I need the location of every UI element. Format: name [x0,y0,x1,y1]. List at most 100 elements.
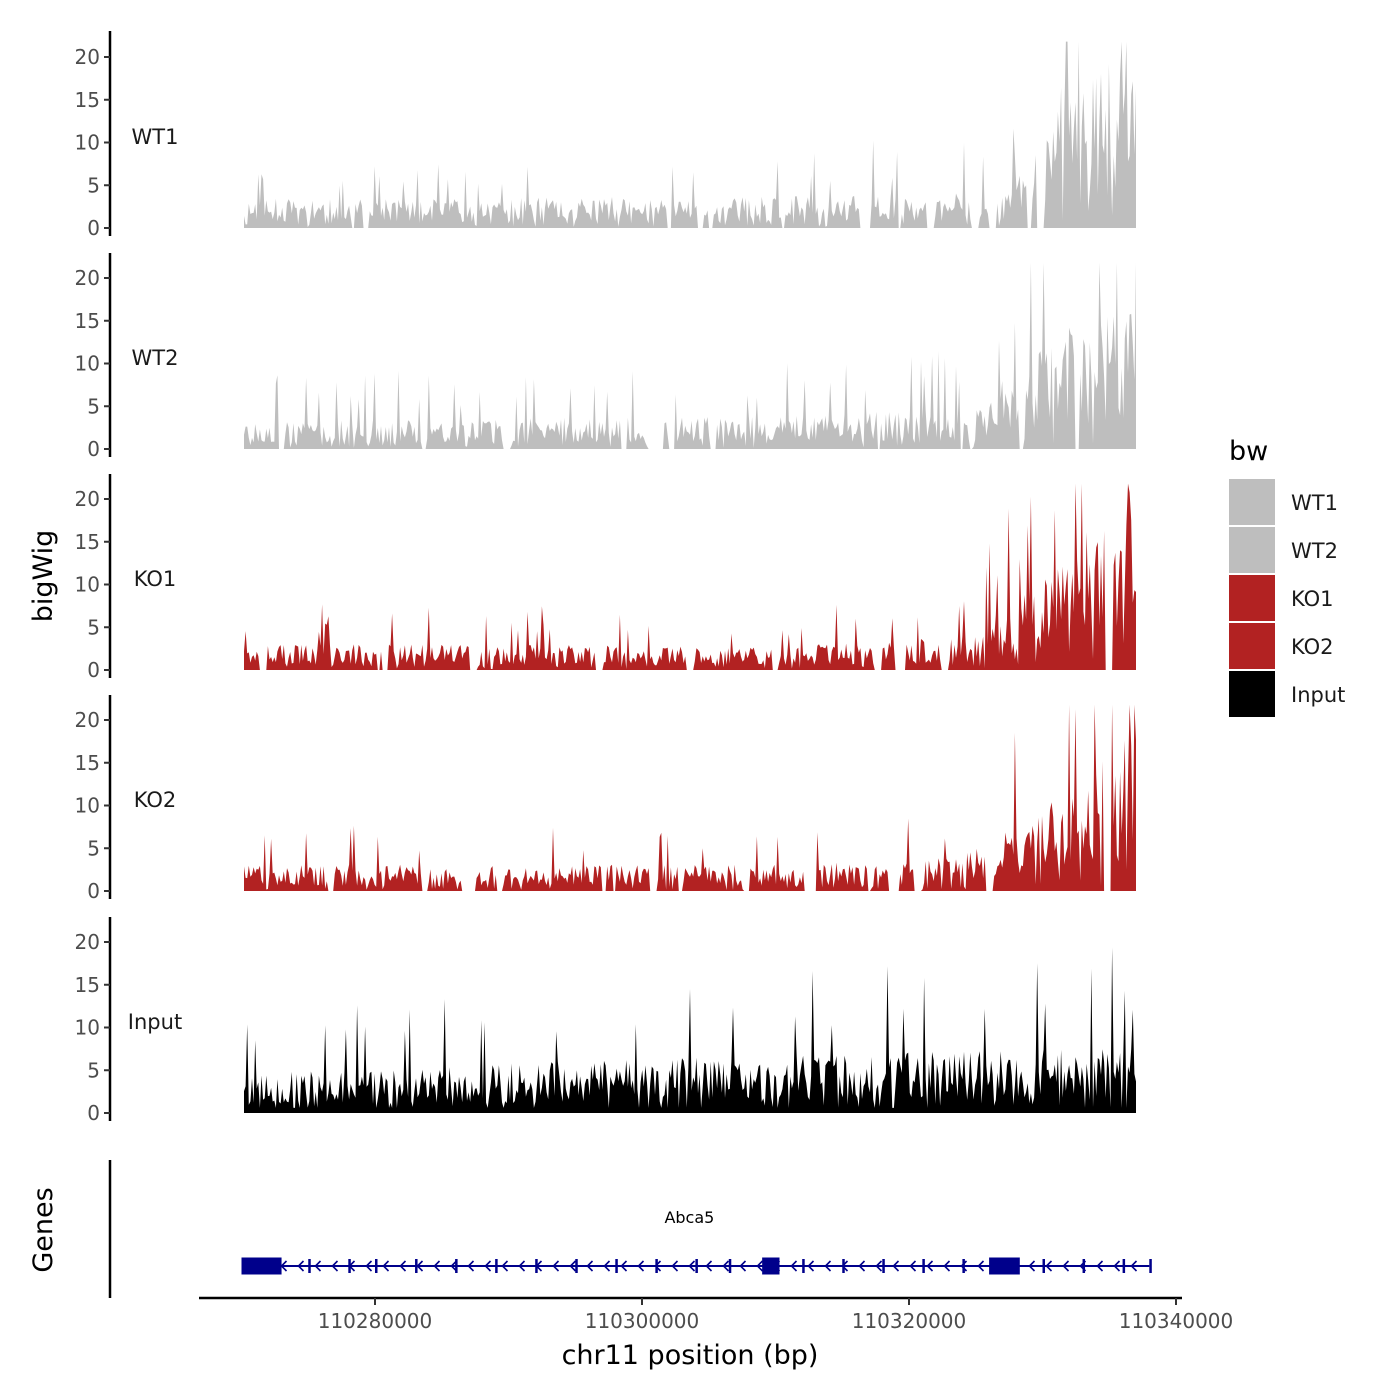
legend-key-input [1229,671,1275,717]
y-tick-label: 20 [75,708,100,732]
y-tick-label: 0 [87,879,100,903]
track-label-ko2: KO2 [134,788,177,812]
strand-arrow [977,1260,985,1272]
y-tick-label: 20 [75,266,100,290]
gene-exon [241,1257,282,1275]
y-tick-label: 15 [75,309,100,333]
signal-area-input [244,947,1136,1113]
strand-arrow [569,1260,577,1272]
coverage-tracks: 0 5 10 15 20 WT1 0 5 10 15 20 WT2 0 5 10 15 20 KO1 0 5 10 15 2… [75,31,1136,1125]
y-tick-label: 0 [87,216,100,240]
legend-label-input: Input [1291,683,1345,707]
strand-arrow [552,1260,560,1272]
legend: bw WT1 WT2 KO1 KO2 Input [1229,436,1345,717]
y-tick-label: 5 [87,394,100,418]
x-tick-label: 110300000 [585,1309,700,1333]
strand-arrow [858,1260,866,1272]
legend-label-wt1: WT1 [1291,491,1338,515]
strand-arrow [433,1260,441,1272]
x-axis-title: chr11 position (bp) [562,1340,819,1371]
strand-arrow [739,1260,747,1272]
gene-label: Abca5 [664,1208,714,1227]
strand-arrow [450,1260,458,1272]
strand-arrow [1130,1260,1138,1272]
strand-arrow [382,1260,390,1272]
y-tick-label: 15 [75,751,100,775]
gene-exon [1122,1259,1126,1273]
track-wt2: 0 5 10 15 20 WT2 [75,253,1136,461]
strand-arrow [756,1260,764,1272]
gene-exon [495,1259,498,1273]
signal-area-ko2 [244,704,1136,891]
track-ko2: 0 5 10 15 20 KO2 [75,695,1136,903]
strand-arrow [620,1260,628,1272]
legend-key-ko1 [1229,575,1275,621]
strand-arrow [705,1260,713,1272]
genes-axis-title: Genes [28,1187,59,1272]
legend-key-wt2 [1229,527,1275,573]
y-tick-label: 0 [87,437,100,461]
strand-arrow [297,1260,305,1272]
strand-arrow [637,1260,645,1272]
strand-arrow [688,1260,696,1272]
strand-arrow [926,1260,934,1272]
track-input: 0 5 10 15 20 Input [75,917,1136,1125]
gene-exon [455,1259,458,1273]
legend-key-ko2 [1229,623,1275,669]
y-axis-title: bigWig [28,530,59,623]
strand-arrow [603,1260,611,1272]
gene-track: Abca5 [108,1160,1152,1298]
strand-arrow [399,1260,407,1272]
track-label-wt1: WT1 [132,125,179,149]
y-tick-label: 10 [75,794,100,818]
legend-label-wt2: WT2 [1291,539,1338,563]
y-tick-label: 15 [75,973,100,997]
gene-exon [962,1259,965,1273]
strand-arrow [807,1260,815,1272]
track-label-wt2: WT2 [132,346,179,370]
gene-exon [762,1257,780,1275]
y-tick-label: 10 [75,352,100,376]
y-tick-label: 10 [75,131,100,155]
gene-exon [615,1259,618,1273]
x-tick-label: 110340000 [1119,1309,1234,1333]
gene-exon [989,1257,1020,1275]
gene-exon [415,1259,418,1273]
x-tick-label: 110320000 [852,1309,967,1333]
y-tick-label: 0 [87,1101,100,1125]
legend-label-ko2: KO2 [1291,635,1334,659]
strand-arrow [314,1260,322,1272]
strand-arrow [909,1260,917,1272]
gene-exon [575,1259,578,1273]
gene-exon [728,1259,732,1273]
strand-arrow [586,1260,594,1272]
strand-arrow [484,1260,492,1272]
track-ko1: 0 5 10 15 20 KO1 [75,474,1136,682]
strand-arrow [331,1260,339,1272]
y-tick-label: 20 [75,487,100,511]
x-axis: 110280000 110300000 110320000 110340000 [199,1296,1234,1333]
strand-arrow [518,1260,526,1272]
y-tick-label: 15 [75,88,100,112]
gene-exon [535,1259,538,1273]
strand-arrow [467,1260,475,1272]
strand-arrow [1096,1260,1104,1272]
legend-key-wt1 [1229,479,1275,525]
strand-arrow [892,1260,900,1272]
gene-exon [695,1259,698,1273]
strand-arrow [1028,1260,1036,1272]
strand-arrow [1113,1260,1121,1272]
track-wt1: 0 5 10 15 20 WT1 [75,31,1136,240]
strand-arrow [790,1260,798,1272]
y-tick-label: 20 [75,930,100,954]
gene-exon [1042,1259,1045,1273]
strand-arrow [943,1260,951,1272]
strand-arrow [875,1260,883,1272]
gene-exon [922,1259,925,1273]
strand-arrow [824,1260,832,1272]
signal-area-ko1 [244,483,1136,670]
legend-label-ko1: KO1 [1291,587,1334,611]
x-tick-label: 110280000 [318,1309,433,1333]
strand-arrow [365,1260,373,1272]
